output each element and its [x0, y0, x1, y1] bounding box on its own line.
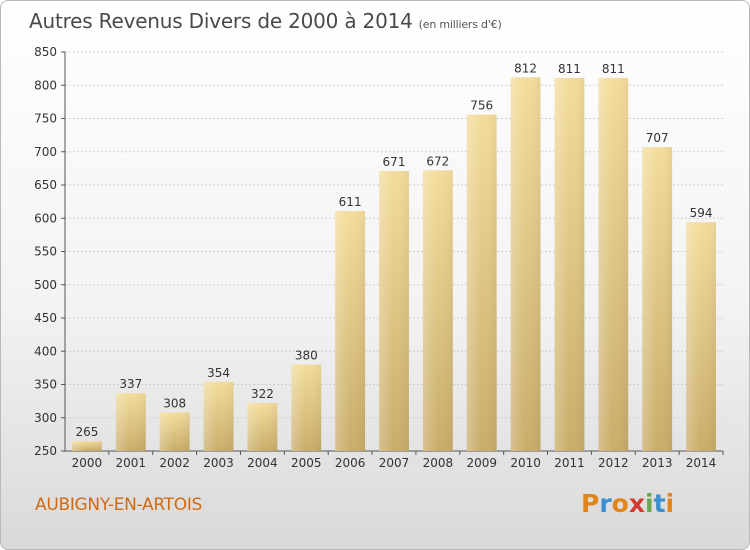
y-tick-label: 700	[34, 145, 57, 159]
bar-shade	[72, 441, 102, 451]
y-tick-label: 350	[34, 378, 57, 392]
x-tick-label: 2006	[335, 456, 366, 470]
bar-shade	[510, 77, 541, 452]
x-tick-label: 2008	[423, 456, 454, 470]
bar-value-label: 380	[295, 349, 318, 363]
y-tick-label: 300	[34, 411, 57, 425]
bar-value-label: 265	[75, 425, 98, 439]
x-tick-label: 2004	[247, 456, 278, 470]
bar-value-label: 322	[251, 387, 274, 401]
bar-shade	[466, 114, 497, 451]
y-tick-label: 550	[34, 245, 57, 259]
bar-shade	[291, 364, 322, 451]
x-tick-label: 2005	[291, 456, 322, 470]
logo-letter: x	[628, 489, 645, 518]
bar-shade	[115, 393, 146, 451]
bar-value-label: 707	[646, 131, 669, 145]
logo-letter: t	[653, 489, 666, 518]
bar-value-label: 308	[163, 396, 186, 410]
bar-value-label: 354	[207, 366, 230, 380]
logo-letter: r	[599, 489, 612, 518]
bar-shade	[686, 222, 716, 451]
bar-shade	[642, 147, 673, 451]
tick-labels: 250 300 350 400 450 500 550 600 650 700 750 800 850 2…	[34, 45, 716, 470]
bar-value-label: 811	[602, 62, 625, 76]
x-tick-label: 2012	[598, 456, 629, 470]
x-tick-label: 2002	[159, 456, 190, 470]
chart-title-text: Autres Revenus Divers de 2000 à 2014	[29, 9, 413, 33]
logo-letter: P	[581, 489, 600, 518]
data-labels: 265 337 308 354 322 380 611 671 672 756 812 811 811 7…	[75, 61, 712, 439]
x-tick-label: 2000	[72, 456, 103, 470]
bar-shade	[203, 381, 234, 451]
x-tick-label: 2011	[554, 456, 585, 470]
bar-shade	[554, 77, 585, 451]
bar-value-label: 812	[514, 61, 537, 75]
x-tick-label: 2003	[203, 456, 234, 470]
location-label: AUBIGNY-EN-ARTOIS	[35, 495, 203, 515]
x-tick-label: 2009	[466, 456, 497, 470]
bars	[72, 77, 716, 452]
y-tick-label: 450	[34, 311, 57, 325]
y-tick-label: 400	[34, 344, 57, 358]
bar-value-label: 594	[690, 206, 713, 220]
y-tick-label: 850	[34, 45, 57, 59]
logo-letter: i	[645, 489, 654, 518]
bar-shade	[159, 412, 190, 451]
chart-title: Autres Revenus Divers de 2000 à 2014 (en …	[29, 9, 502, 33]
proxiti-logo[interactable]: Proxiti	[581, 489, 674, 518]
y-tick-label: 800	[34, 78, 57, 92]
y-tick-label: 750	[34, 112, 57, 126]
bar-value-label: 672	[426, 154, 449, 168]
bar-shade	[379, 171, 409, 451]
x-tick-label: 2010	[510, 456, 541, 470]
bar-shade	[422, 170, 453, 451]
bar-shade	[598, 77, 629, 451]
logo-letter: o	[611, 489, 629, 518]
bar-value-label: 756	[470, 99, 493, 113]
y-tick-label: 600	[34, 211, 57, 225]
x-tick-label: 2014	[686, 456, 717, 470]
bar-value-label: 671	[383, 155, 406, 169]
chart-subtitle: (en milliers d'€)	[418, 18, 502, 31]
bar-shade	[247, 403, 278, 451]
y-tick-label: 250	[34, 444, 57, 458]
bar-value-label: 337	[119, 377, 142, 391]
y-tick-label: 500	[34, 278, 57, 292]
bar-value-label: 611	[339, 195, 362, 209]
x-tick-label: 2001	[116, 456, 147, 470]
bar-value-label: 811	[558, 62, 581, 76]
x-tick-label: 2007	[379, 456, 410, 470]
x-tick-label: 2013	[642, 456, 673, 470]
y-tick-label: 650	[34, 178, 57, 192]
bar-shade	[335, 210, 366, 451]
logo-letter: i	[665, 489, 675, 518]
